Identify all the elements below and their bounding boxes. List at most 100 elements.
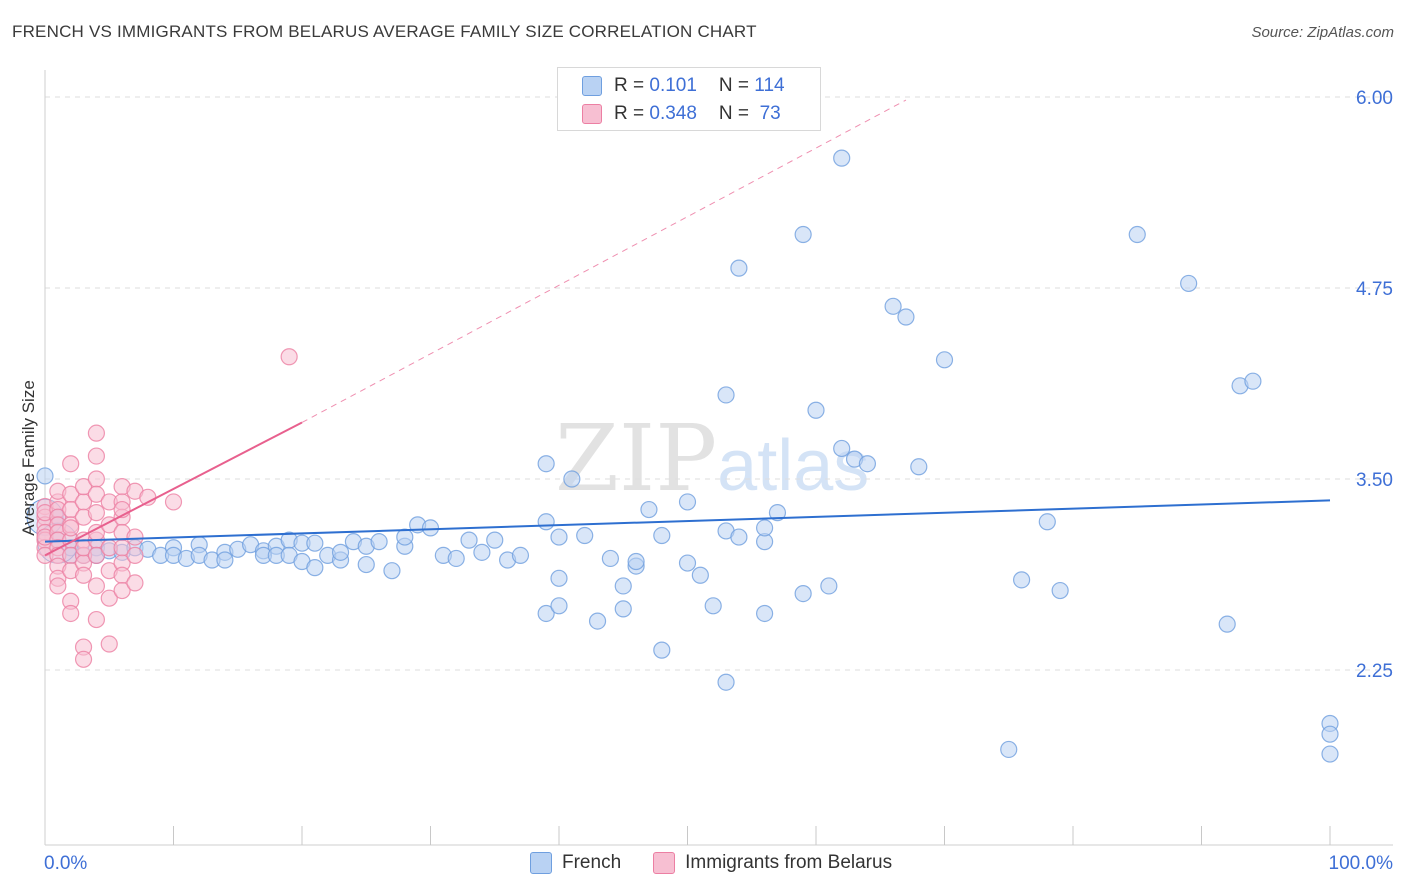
belarus-points bbox=[36, 348, 298, 668]
french-point bbox=[511, 546, 530, 565]
french-point bbox=[717, 673, 735, 691]
french-point bbox=[36, 467, 54, 485]
belarus-point bbox=[126, 574, 144, 592]
belarus-trend-line bbox=[44, 421, 303, 557]
french-point bbox=[910, 458, 928, 476]
french-point bbox=[306, 559, 324, 577]
french-point bbox=[691, 566, 709, 584]
french-points bbox=[26, 149, 1339, 763]
french-point bbox=[1051, 581, 1069, 600]
french-point bbox=[614, 600, 632, 618]
french-point bbox=[897, 308, 915, 326]
french-trend-line bbox=[44, 499, 1331, 543]
belarus-point bbox=[164, 493, 183, 511]
french-point bbox=[653, 641, 671, 659]
french-point bbox=[563, 470, 581, 488]
legend-r-label: R = bbox=[614, 103, 650, 124]
y-axis-label: Average Family Size bbox=[19, 380, 38, 536]
french-point bbox=[678, 493, 697, 511]
french-point bbox=[768, 504, 787, 522]
y-tick-label: 4.75 bbox=[1356, 279, 1393, 300]
french-point bbox=[755, 604, 774, 623]
belarus-point bbox=[100, 635, 118, 653]
chart-title: FRENCH VS IMMIGRANTS FROM BELARUS AVERAG… bbox=[12, 22, 757, 41]
french-point bbox=[357, 555, 375, 574]
legend-n-label: N = bbox=[718, 103, 755, 124]
x-tick-label-max: 100.0% bbox=[1329, 853, 1394, 874]
french-point bbox=[1000, 740, 1018, 759]
french-point bbox=[447, 549, 465, 568]
belarus-point bbox=[100, 589, 118, 607]
axis-labels: 2.25 3.50 4.75 6.00 0.0% 100.0% Average Family… bbox=[19, 88, 1393, 874]
y-tick-label: 6.00 bbox=[1356, 88, 1393, 109]
legend-swatch-belarus bbox=[653, 852, 676, 874]
belarus-point bbox=[113, 581, 131, 600]
french-point bbox=[1012, 571, 1031, 589]
french-point bbox=[576, 526, 594, 545]
french-point bbox=[306, 534, 324, 552]
french-point bbox=[678, 554, 697, 572]
legend-n-label: N = bbox=[718, 75, 755, 96]
french-point bbox=[1038, 513, 1056, 531]
y-tick-label: 3.50 bbox=[1356, 470, 1393, 491]
belarus-point bbox=[74, 650, 93, 668]
french-point bbox=[486, 531, 504, 549]
belarus-point bbox=[87, 470, 106, 488]
legend-swatch-belarus bbox=[582, 104, 602, 124]
french-point bbox=[473, 543, 491, 561]
french-point bbox=[331, 543, 350, 561]
french-point bbox=[1321, 725, 1339, 743]
french-point bbox=[730, 528, 748, 546]
french-point bbox=[370, 533, 388, 551]
french-point bbox=[601, 549, 620, 568]
legend-row-french: R = 0.101 N = 114 bbox=[582, 74, 785, 98]
belarus-point bbox=[62, 604, 80, 623]
french-point bbox=[833, 149, 851, 167]
french-point bbox=[550, 528, 568, 546]
belarus-point bbox=[49, 577, 67, 595]
legend-item-belarus[interactable]: Immigrants from Belarus bbox=[653, 852, 892, 874]
french-point bbox=[1244, 372, 1262, 390]
legend-swatch-french bbox=[530, 852, 552, 874]
french-point bbox=[460, 531, 478, 549]
belarus-point bbox=[126, 546, 144, 565]
belarus-point bbox=[62, 455, 80, 473]
french-point bbox=[820, 577, 838, 595]
french-point bbox=[537, 513, 555, 531]
french-point bbox=[550, 569, 568, 587]
belarus-point bbox=[126, 528, 144, 546]
french-point bbox=[421, 519, 440, 537]
legend-n-value: 114 bbox=[754, 75, 785, 96]
belarus-point bbox=[87, 546, 106, 565]
legend-item-french[interactable]: French bbox=[530, 852, 621, 874]
french-point bbox=[794, 225, 812, 244]
french-point bbox=[704, 597, 722, 615]
french-point bbox=[794, 584, 812, 603]
legend-n-value: 73 bbox=[754, 103, 781, 124]
french-point bbox=[537, 604, 555, 623]
french-point bbox=[537, 455, 555, 473]
french-point bbox=[755, 519, 774, 537]
belarus-point bbox=[87, 610, 106, 629]
french-point bbox=[1218, 615, 1236, 633]
legend-r-label: R = bbox=[614, 75, 650, 96]
series-legend: French Immigrants from Belarus bbox=[530, 852, 924, 874]
french-point bbox=[396, 528, 414, 546]
french-point bbox=[730, 259, 748, 277]
french-point bbox=[1180, 274, 1198, 293]
french-point bbox=[653, 526, 671, 545]
watermark-atlas: atlas bbox=[717, 426, 870, 506]
trend-lines bbox=[44, 99, 1331, 557]
french-point bbox=[858, 455, 877, 473]
legend-swatch-french bbox=[582, 76, 602, 96]
source-credit: Source: ZipAtlas.com bbox=[1251, 24, 1394, 41]
legend-row-belarus: R = 0.348 N = 73 bbox=[582, 102, 781, 126]
french-point bbox=[807, 401, 825, 419]
french-point bbox=[627, 552, 645, 571]
belarus-point bbox=[74, 478, 93, 496]
axes bbox=[44, 70, 1393, 846]
belarus-point bbox=[87, 504, 106, 522]
french-point bbox=[588, 612, 607, 630]
legend-label-french: French bbox=[562, 852, 622, 873]
